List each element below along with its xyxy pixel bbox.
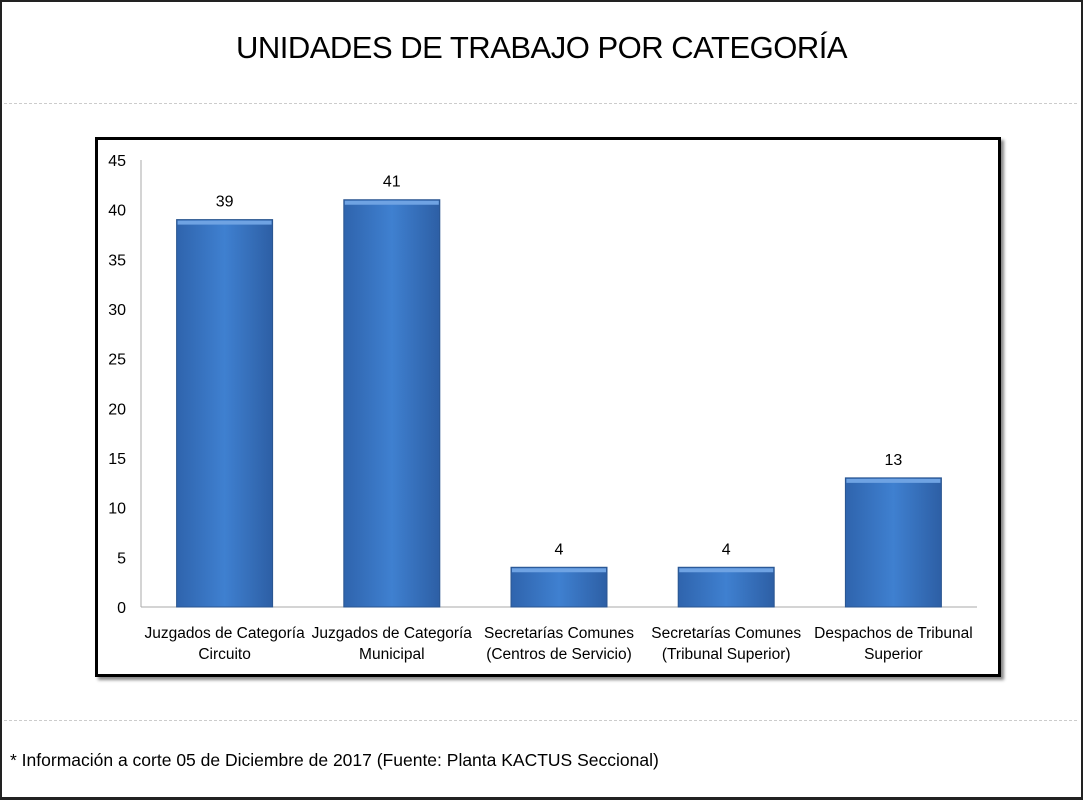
x-tick-label: (Centros de Servicio)	[486, 646, 632, 663]
bar	[844, 477, 942, 608]
bar-highlight	[512, 568, 606, 573]
y-tick-label: 25	[108, 352, 126, 369]
y-tick-label: 30	[108, 302, 126, 319]
bar	[343, 199, 441, 608]
data-label: 41	[383, 174, 401, 191]
data-label: 4	[555, 541, 564, 558]
y-tick-label: 20	[108, 401, 126, 418]
x-tick-label: Municipal	[359, 646, 424, 663]
bar-highlight	[344, 200, 439, 205]
y-tick-label: 0	[117, 600, 126, 617]
y-tick-label: 40	[108, 203, 126, 220]
chart-box	[95, 137, 1001, 677]
y-tick-label: 15	[108, 451, 126, 468]
bar-highlight	[177, 220, 272, 225]
x-tick-label: Juzgados de Categoría	[144, 625, 305, 642]
divider	[4, 720, 1077, 721]
y-tick-label: 45	[108, 153, 126, 170]
bar-highlight	[846, 478, 941, 483]
bar	[176, 219, 274, 608]
x-tick-label: Despachos de Tribunal	[814, 625, 973, 642]
x-tick-label: Secretarías Comunes	[651, 625, 801, 642]
data-label: 13	[885, 452, 903, 469]
bar	[510, 566, 608, 608]
x-tick-label: (Tribunal Superior)	[662, 646, 791, 663]
source-note: * Información a corte 05 de Diciembre de…	[10, 750, 659, 770]
x-tick-label: Superior	[864, 646, 923, 663]
y-tick-label: 35	[108, 252, 126, 269]
x-tick-label: Juzgados de Categoría	[312, 625, 473, 642]
x-tick-label: Circuito	[198, 646, 251, 663]
data-label: 4	[722, 541, 731, 558]
page-title: UNIDADES DE TRABAJO POR CATEGORÍA	[235, 30, 848, 65]
divider	[4, 103, 1077, 104]
bar-highlight	[679, 568, 774, 573]
x-tick-label: Secretarías Comunes	[484, 625, 634, 642]
bar	[677, 566, 775, 608]
y-tick-label: 5	[117, 550, 126, 567]
data-label: 39	[216, 194, 234, 211]
y-tick-label: 10	[108, 501, 126, 518]
